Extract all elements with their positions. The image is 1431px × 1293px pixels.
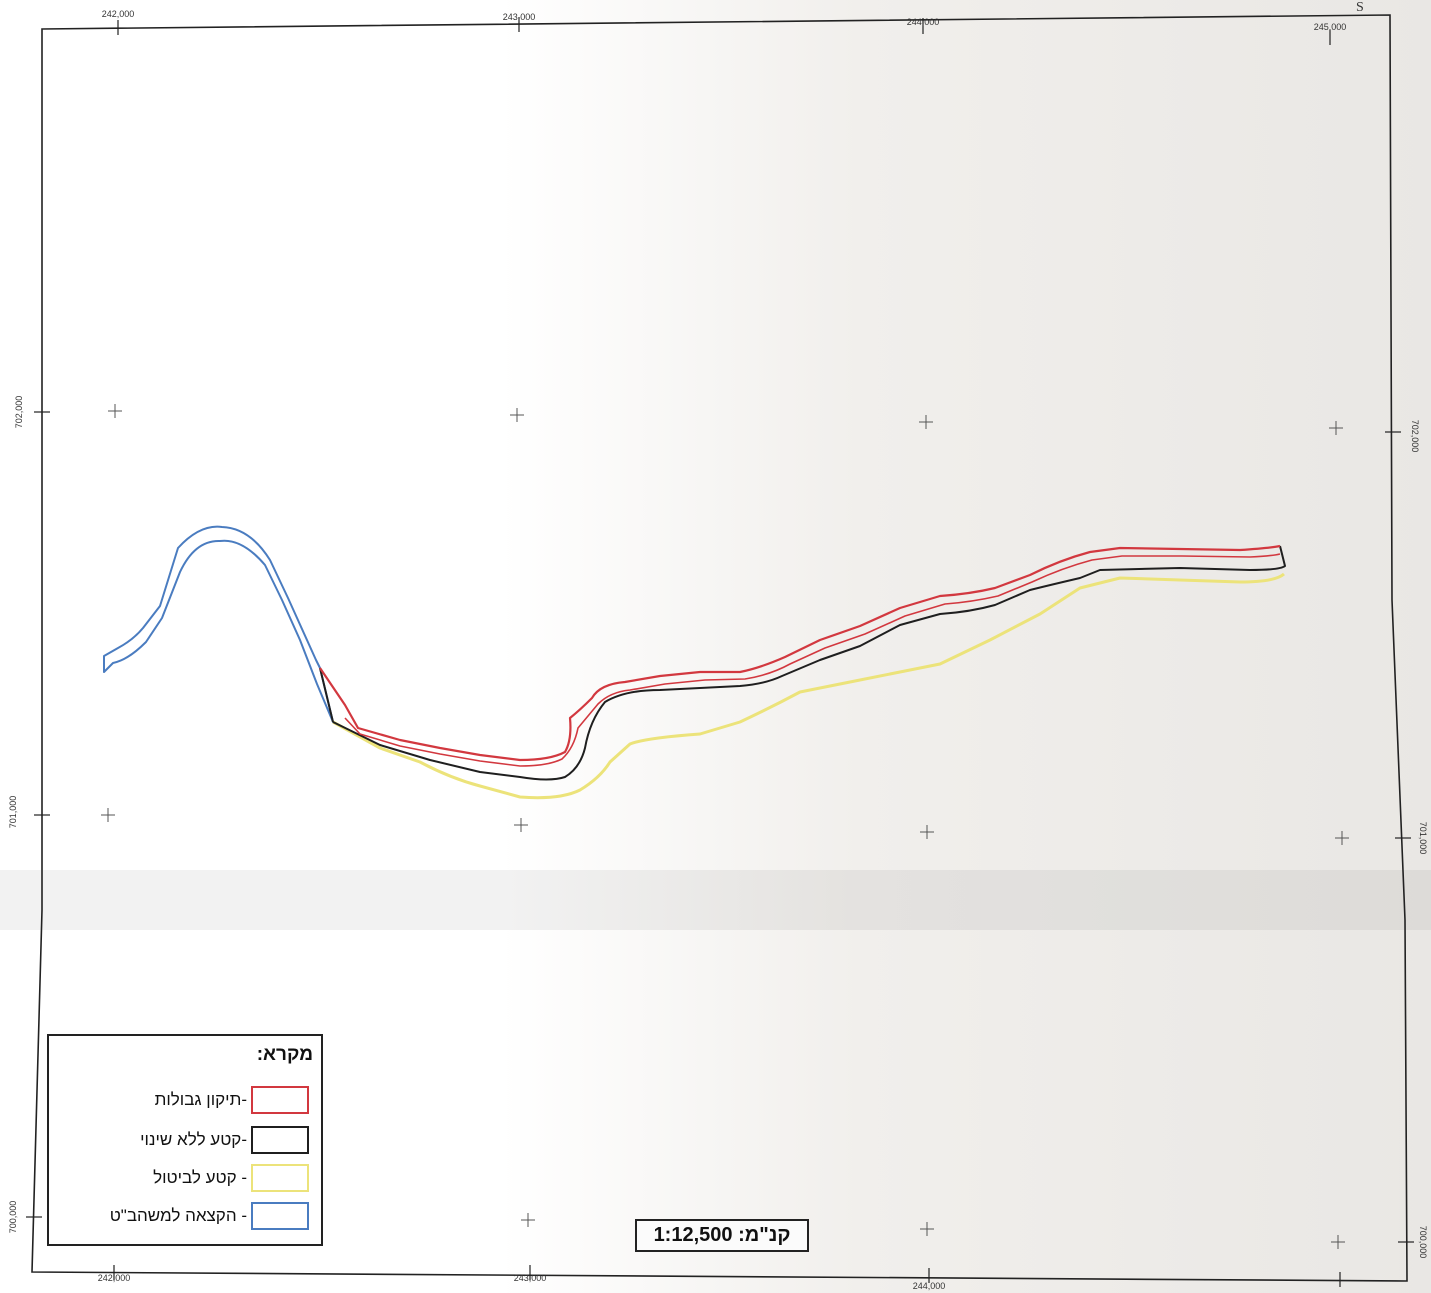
legend-swatch-yellow — [251, 1164, 309, 1192]
left-grid-label: 702,000 — [14, 396, 24, 429]
boundary-correction-line — [319, 544, 1281, 762]
legend-title: מקרא: — [256, 1044, 313, 1065]
right-grid-label: 700,000 — [1418, 1226, 1428, 1259]
right-grid-label: 702,000 — [1410, 420, 1420, 453]
corner-mark: S — [1356, 0, 1364, 15]
paper-fold-shadow — [0, 870, 1431, 930]
frame-ticks — [26, 17, 1414, 1287]
map-frame — [31, 14, 1408, 1282]
legend-swatch-blue — [251, 1202, 309, 1230]
unchanged-segment-line — [319, 545, 1286, 781]
legend-label: -תיקון גבולות — [154, 1090, 247, 1109]
legend-label: -קטע ללא שינוי — [140, 1130, 247, 1149]
left-grid-label: 700,000 — [8, 1201, 18, 1234]
map-legend: מקרא: -תיקון גבולות -קטע ללא שינוי - קטע… — [47, 1034, 323, 1246]
top-grid-label: 242,000 — [102, 9, 135, 19]
legend-swatch-red — [251, 1086, 309, 1114]
top-grid-label: 245,000 — [1314, 22, 1347, 32]
legend-item-boundary-correction: -תיקון גבולות — [155, 1084, 309, 1116]
legend-item-allocation: - הקצאה למשהב"ט — [110, 1200, 309, 1232]
bottom-grid-label: 243,000 — [514, 1273, 547, 1283]
legend-item-unchanged-segment: -קטע ללא שינוי — [140, 1124, 309, 1156]
legend-label: - קטע לביטול — [153, 1168, 247, 1187]
bottom-grid-label: 244,000 — [913, 1281, 946, 1291]
legend-item-cancellation-segment: - קטע לביטול — [153, 1162, 309, 1194]
right-grid-label: 701,000 — [1418, 822, 1428, 855]
cancellation-segment-line — [332, 572, 1285, 800]
top-grid-label: 243,000 — [503, 12, 536, 22]
left-grid-label: 701,000 — [8, 796, 18, 829]
legend-swatch-black — [251, 1126, 309, 1154]
grid-labels: 242,000 243,000 244,000 245,000 242,000 … — [8, 9, 1428, 1291]
legend-label: - הקצאה למשהב"ט — [109, 1206, 247, 1225]
boundary-correction-line-inner — [344, 553, 1281, 767]
grid-crosses — [101, 404, 1349, 1249]
bottom-grid-label: 242,000 — [98, 1273, 131, 1283]
top-grid-label: 244,000 — [907, 17, 940, 27]
scale-label: קנ"מ: 1:12,500 — [635, 1219, 809, 1252]
